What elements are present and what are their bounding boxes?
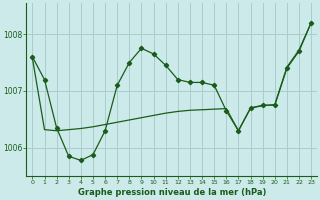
- X-axis label: Graphe pression niveau de la mer (hPa): Graphe pression niveau de la mer (hPa): [77, 188, 266, 197]
